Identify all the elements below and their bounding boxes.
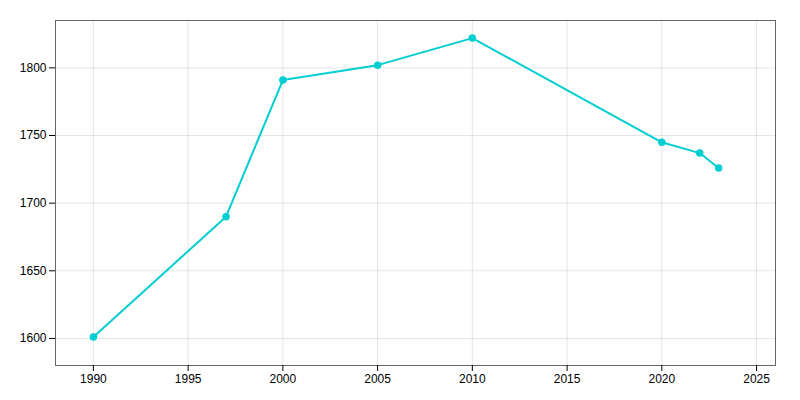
svg-text:2020: 2020 xyxy=(648,372,675,386)
svg-text:2025: 2025 xyxy=(743,372,770,386)
svg-text:1750: 1750 xyxy=(20,128,47,142)
svg-text:2000: 2000 xyxy=(270,372,297,386)
svg-text:1700: 1700 xyxy=(20,196,47,210)
svg-text:1800: 1800 xyxy=(20,61,47,75)
svg-text:1600: 1600 xyxy=(20,331,47,345)
svg-text:1990: 1990 xyxy=(80,372,107,386)
svg-text:2005: 2005 xyxy=(364,372,391,386)
svg-text:2015: 2015 xyxy=(554,372,581,386)
svg-text:1650: 1650 xyxy=(20,264,47,278)
svg-text:1995: 1995 xyxy=(175,372,202,386)
svg-text:2010: 2010 xyxy=(459,372,486,386)
